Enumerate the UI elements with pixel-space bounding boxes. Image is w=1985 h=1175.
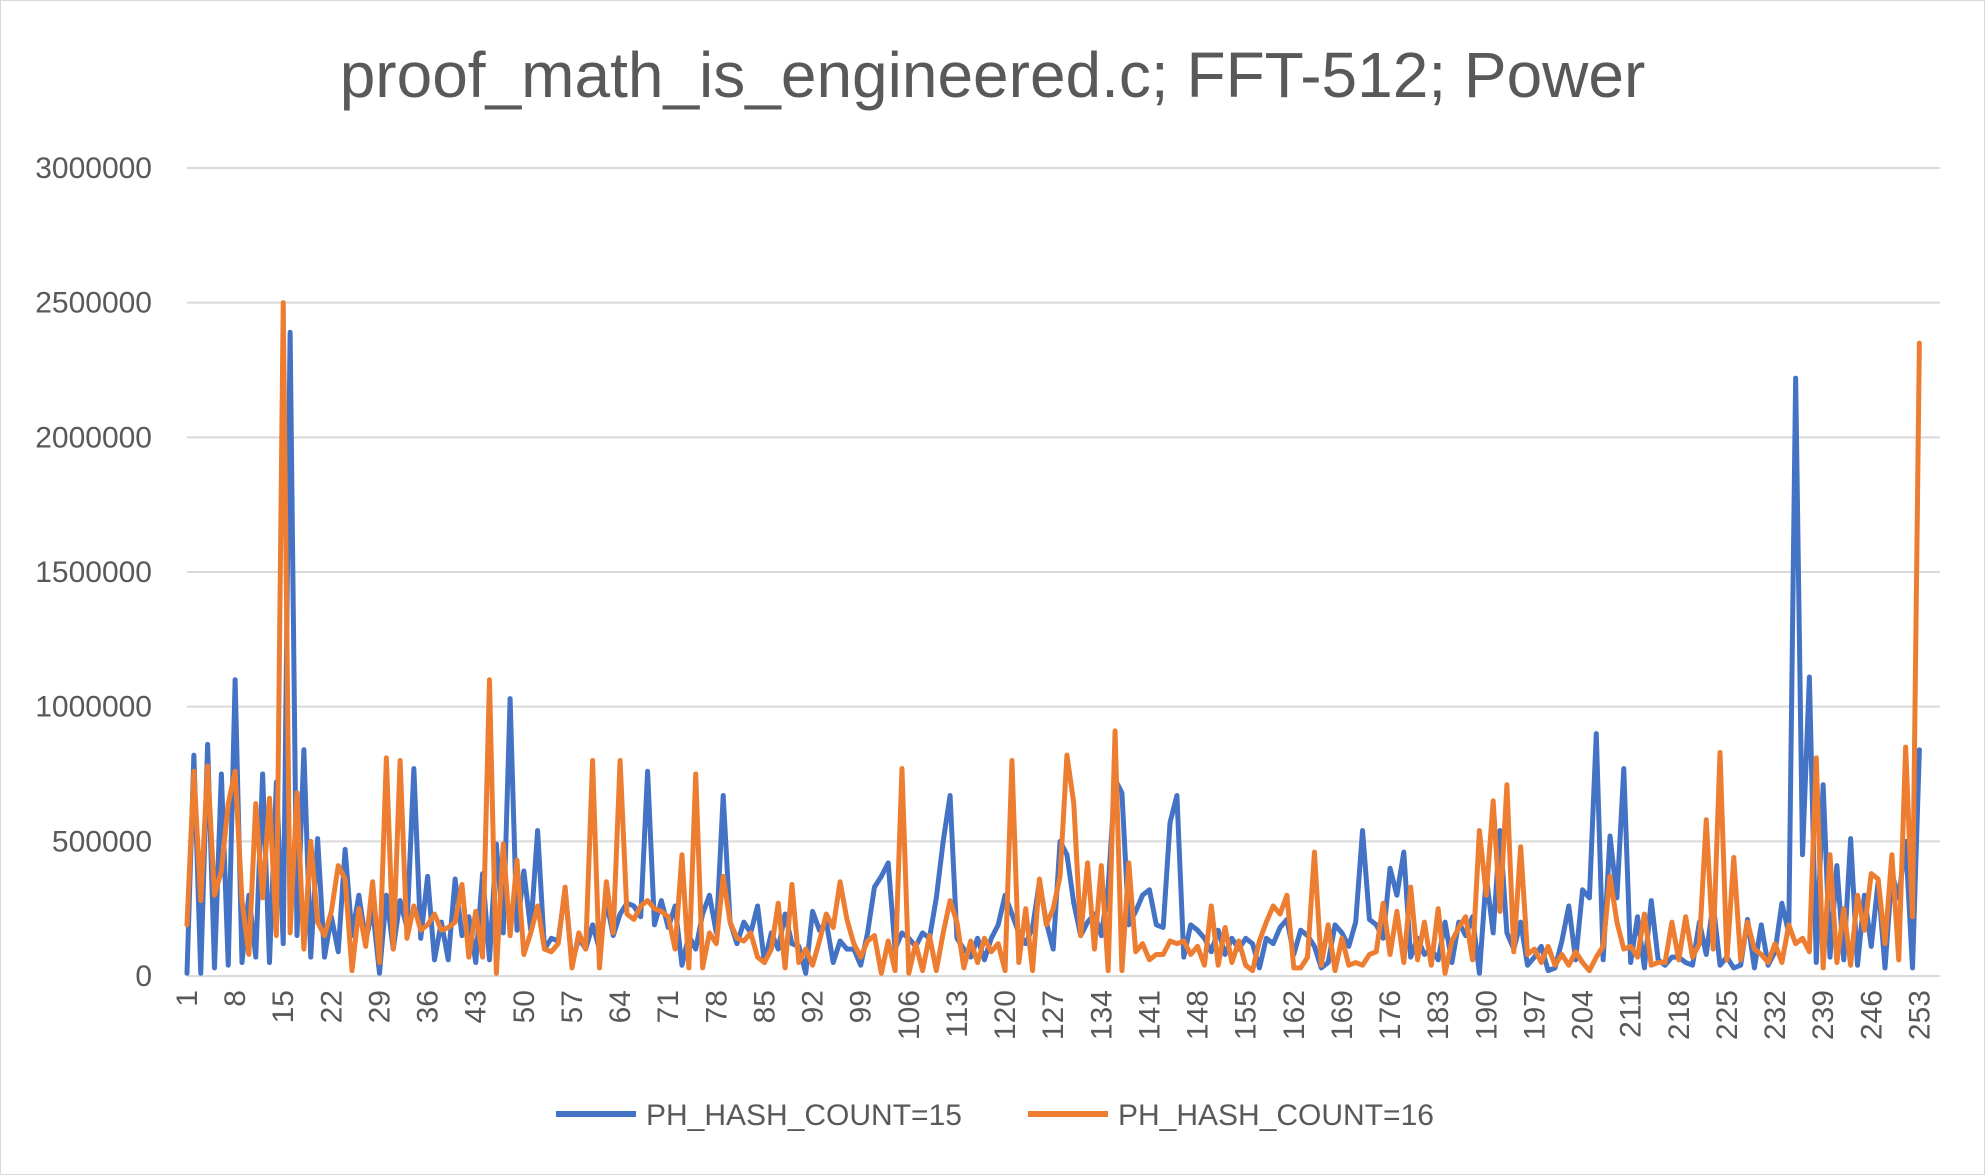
- x-tick-label: 120: [989, 990, 1022, 1040]
- y-tick-label: 500000: [52, 825, 152, 858]
- x-tick-label: 155: [1230, 990, 1263, 1040]
- x-tick-label: 36: [412, 990, 445, 1023]
- legend-label: PH_HASH_COUNT=15: [646, 1099, 962, 1132]
- x-tick-label: 197: [1518, 990, 1551, 1040]
- gridlines: [187, 167, 1940, 977]
- x-tick-label: 183: [1422, 990, 1455, 1040]
- x-tick-label: 127: [1037, 990, 1070, 1040]
- x-tick-label: 8: [219, 990, 252, 1007]
- x-tick-label: 246: [1855, 990, 1888, 1040]
- x-tick-label: 253: [1903, 990, 1936, 1040]
- legend-item-1[interactable]: PH_HASH_COUNT=15: [556, 1099, 962, 1132]
- x-tick-label: 78: [700, 990, 733, 1023]
- x-tick-label: 1: [171, 990, 204, 1007]
- x-tick-label: 64: [604, 990, 637, 1023]
- y-tick-label: 0: [135, 960, 152, 993]
- x-tick-label: 57: [556, 990, 589, 1023]
- x-tick-label: 85: [748, 990, 781, 1023]
- x-tick-label: 92: [797, 990, 830, 1023]
- x-tick-label: 232: [1759, 990, 1792, 1040]
- x-axis: 1 8 15 22 29 36 43 50 57 64 71 78 85 92 99 106 113 120 127…: [171, 990, 1936, 1040]
- x-tick-label: 225: [1711, 990, 1744, 1040]
- series-line-2: [184, 300, 1922, 976]
- x-tick-label: 29: [363, 990, 396, 1023]
- x-tick-label: 22: [315, 990, 348, 1023]
- series-line-1: [184, 329, 1922, 976]
- chart-title: proof_math_is_engineered.c; FFT-512; Pow…: [339, 39, 1646, 111]
- x-tick-label: 106: [893, 990, 926, 1040]
- y-tick-label: 3000000: [35, 152, 152, 185]
- x-tick-label: 148: [1182, 990, 1215, 1040]
- x-tick-label: 50: [508, 990, 541, 1023]
- x-tick-label: 190: [1470, 990, 1503, 1040]
- x-tick-label: 71: [652, 990, 685, 1023]
- legend-label: PH_HASH_COUNT=16: [1118, 1099, 1434, 1132]
- x-tick-label: 113: [941, 990, 974, 1038]
- y-tick-label: 1000000: [35, 691, 152, 724]
- x-tick-label: 134: [1085, 990, 1118, 1040]
- x-tick-label: 176: [1374, 990, 1407, 1040]
- x-tick-label: 169: [1326, 990, 1359, 1040]
- y-tick-label: 2500000: [35, 287, 152, 320]
- y-tick-label: 2000000: [35, 421, 152, 454]
- legend-item-2[interactable]: PH_HASH_COUNT=16: [1028, 1099, 1434, 1132]
- x-tick-label: 99: [845, 990, 878, 1023]
- x-tick-label: 15: [267, 990, 300, 1023]
- plot-area: [184, 300, 1922, 976]
- x-tick-label: 162: [1278, 990, 1311, 1040]
- x-tick-label: 204: [1567, 990, 1600, 1040]
- legend[interactable]: PH_HASH_COUNT=15 PH_HASH_COUNT=16: [556, 1099, 1434, 1132]
- x-tick-label: 239: [1807, 990, 1840, 1040]
- y-tick-label: 1500000: [35, 556, 152, 589]
- y-axis: 0 500000 1000000 1500000 2000000 2500000 30000…: [35, 152, 152, 993]
- x-tick-label: 141: [1133, 990, 1166, 1040]
- x-tick-label: 43: [460, 990, 493, 1023]
- x-tick-label: 218: [1663, 990, 1696, 1040]
- x-tick-label: 211: [1615, 990, 1648, 1038]
